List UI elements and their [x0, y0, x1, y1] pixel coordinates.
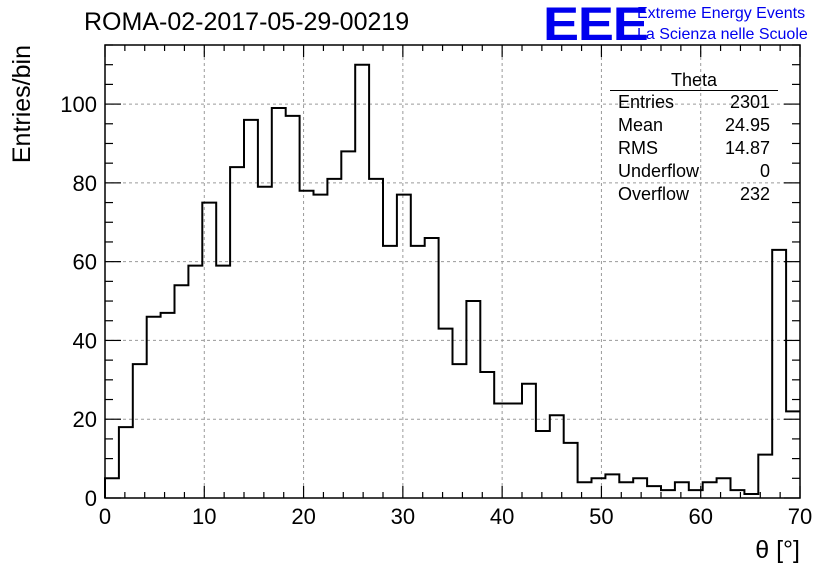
- eee-logo: EEE: [543, 0, 649, 50]
- histogram-bin: [439, 329, 453, 498]
- stats-label: RMS: [618, 138, 658, 158]
- histogram-bin: [425, 238, 439, 498]
- histogram-bin: [675, 482, 689, 498]
- stats-row-overflow: Overflow 232: [610, 183, 778, 206]
- histogram-bin: [494, 403, 508, 498]
- histogram-bin: [355, 65, 369, 498]
- histogram-bin: [633, 478, 647, 498]
- histogram-bin: [105, 478, 119, 498]
- histogram-bin: [758, 455, 772, 498]
- y-axis-label: Entries/bin: [8, 45, 36, 163]
- stats-value: 2301: [729, 92, 770, 112]
- histogram-bin: [550, 415, 564, 498]
- plot-frame: [104, 44, 801, 499]
- histogram-bin: [661, 490, 675, 498]
- histogram-bin: [731, 490, 745, 498]
- x-axis-label: θ [°]: [755, 536, 800, 564]
- y-tick-label: 20: [73, 407, 97, 432]
- histogram-bin: [272, 108, 286, 498]
- histogram-bin: [161, 313, 175, 498]
- stats-value: 24.95: [724, 115, 770, 135]
- stats-title: Theta: [610, 70, 778, 91]
- stats-value: 14.87: [724, 138, 770, 158]
- x-tick-label: 70: [788, 504, 812, 529]
- histogram-bin: [300, 191, 314, 498]
- stats-label: Mean: [618, 115, 664, 135]
- logo-line-1: Extreme Energy Events: [637, 5, 806, 22]
- chart-title: ROMA-02-2017-05-29-00219: [84, 8, 410, 36]
- x-tick-label: 60: [688, 504, 712, 529]
- logo-caption: Extreme Energy Events La Scienza nelle S…: [637, 3, 808, 45]
- histogram-bin: [564, 443, 578, 498]
- histogram-bin: [314, 195, 328, 498]
- histogram-bin: [133, 364, 147, 498]
- histogram-series-line: [104, 63, 800, 498]
- histogram-bin: [703, 482, 717, 498]
- histogram-bin: [244, 120, 258, 498]
- histogram-bin: [383, 246, 397, 498]
- histogram-bin: [605, 474, 619, 498]
- histogram-bin: [327, 179, 341, 498]
- stats-label: Entries: [618, 92, 675, 112]
- histogram-bin: [480, 372, 494, 498]
- stats-row-mean: Mean 24.95: [610, 114, 778, 137]
- histogram-bin: [119, 427, 133, 498]
- histogram-bin: [717, 478, 731, 498]
- histogram-bin: [772, 250, 786, 498]
- stats-row-entries: Entries 2301: [610, 91, 778, 114]
- x-tick-label: 20: [291, 504, 315, 529]
- x-tick-label: 10: [192, 504, 216, 529]
- y-tick-label: 80: [73, 171, 97, 196]
- histogram-bin: [786, 411, 800, 498]
- histogram-bin: [647, 486, 661, 498]
- stats-row-rms: RMS 14.87: [610, 137, 778, 160]
- histogram-bin: [216, 266, 230, 498]
- histogram-bin: [188, 266, 202, 498]
- histogram-bin: [453, 364, 467, 498]
- y-tick-label: 0: [85, 486, 97, 511]
- x-tick-label: 40: [490, 504, 514, 529]
- x-tick-label: 0: [99, 504, 111, 529]
- histogram-bin: [258, 187, 272, 498]
- histogram-bin: [522, 384, 536, 498]
- stats-value: 232: [739, 184, 770, 204]
- histogram-bin: [369, 179, 383, 498]
- logo-line-2: La Scienza nelle Scuole: [637, 26, 808, 43]
- histogram-bin: [508, 403, 522, 498]
- histogram-bin: [175, 285, 189, 498]
- histogram-bin: [466, 301, 480, 498]
- histogram-bin: [536, 431, 550, 498]
- histogram-bin: [341, 151, 355, 498]
- histogram-bin: [578, 482, 592, 498]
- stats-label: Overflow: [618, 184, 690, 204]
- histogram-bin: [147, 317, 161, 498]
- histogram-bin: [286, 116, 300, 498]
- histogram-bin: [592, 478, 606, 498]
- x-tick-label: 50: [589, 504, 613, 529]
- y-tick-label: 40: [73, 328, 97, 353]
- stats-label: Underflow: [618, 161, 700, 181]
- histogram-bin: [411, 246, 425, 498]
- x-tick-label: 30: [391, 504, 415, 529]
- stats-value: 0: [759, 161, 770, 181]
- stats-box: Theta Entries 2301 Mean 24.95 RMS 14.87 …: [610, 70, 778, 206]
- stats-row-underflow: Underflow 0: [610, 160, 778, 183]
- y-tick-label: 60: [73, 250, 97, 275]
- histogram-bin: [397, 195, 411, 498]
- y-tick-label: 100: [60, 92, 97, 117]
- histogram-bin: [202, 203, 216, 498]
- histogram-bin: [230, 167, 244, 498]
